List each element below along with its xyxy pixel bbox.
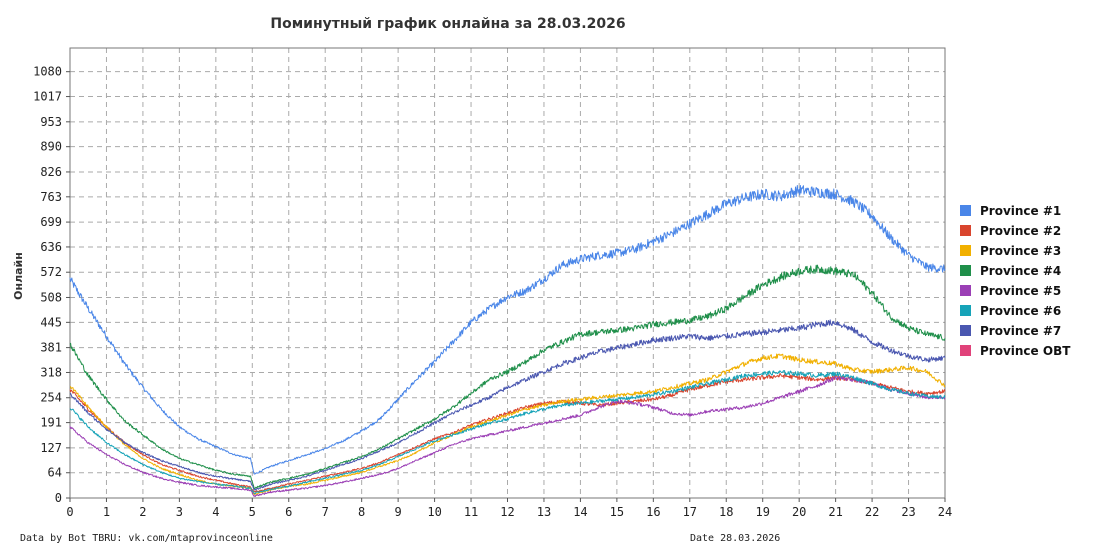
y-tick-label: 636 [40, 240, 62, 254]
x-tick-label: 13 [537, 505, 551, 519]
series-line-4 [69, 264, 946, 490]
legend-label: Province #3 [980, 244, 1061, 258]
y-tick-label: 318 [40, 365, 62, 379]
legend-swatch [960, 345, 971, 356]
x-tick-label: 14 [573, 505, 587, 519]
chart-title: Поминутный график онлайна за 28.03.2026 [270, 16, 625, 32]
x-tick-label: 24 [938, 505, 952, 519]
y-tick-label: 953 [40, 115, 62, 129]
y-tick-label: 699 [40, 215, 62, 229]
x-tick-label: 5 [249, 505, 256, 519]
x-tick-label: 3 [176, 505, 183, 519]
series-lines [69, 185, 946, 497]
x-tick-label: 2 [139, 505, 146, 519]
x-tick-label: 11 [464, 505, 478, 519]
x-tick-label: 23 [901, 505, 915, 519]
y-tick-label: 890 [40, 140, 62, 154]
legend-label: Province #1 [980, 204, 1061, 218]
series-line-5 [69, 375, 946, 497]
x-tick-label: 1 [103, 505, 110, 519]
y-tick-label: 64 [48, 466, 62, 480]
y-tick-label: 572 [40, 265, 62, 279]
series-line-6 [69, 370, 946, 495]
y-tick-label: 0 [55, 491, 62, 505]
y-axis-label: Онлайн [12, 252, 25, 300]
y-tick-label: 191 [40, 416, 62, 430]
y-tick-label: 763 [40, 190, 62, 204]
x-tick-label: 21 [828, 505, 842, 519]
legend-swatch [960, 245, 971, 256]
legend: Province #1 Province #2 Province #3 Provinc… [960, 204, 1071, 358]
legend-swatch [960, 265, 971, 276]
legend-label: Province OBT [980, 344, 1071, 358]
legend-swatch [960, 225, 971, 236]
x-tick-label: 15 [610, 505, 624, 519]
legend-label: Province #2 [980, 224, 1061, 238]
x-tick-label: 20 [792, 505, 806, 519]
legend-swatch [960, 305, 971, 316]
x-tick-label: 0 [66, 505, 73, 519]
x-tick-label: 19 [755, 505, 769, 519]
y-tick-label: 1080 [33, 65, 62, 79]
series-line-1 [69, 185, 946, 475]
x-tick-label: 9 [395, 505, 402, 519]
y-tick-label: 826 [40, 165, 62, 179]
legend-swatch [960, 285, 971, 296]
legend-label: Province #5 [980, 284, 1061, 298]
legend-label: Province #6 [980, 304, 1061, 318]
x-tick-label: 6 [285, 505, 292, 519]
y-tick-label: 445 [40, 315, 62, 329]
y-tick-label: 508 [40, 290, 62, 304]
x-tick-label: 17 [683, 505, 697, 519]
x-tick-label: 18 [719, 505, 733, 519]
footer-source: Data by Bot TBRU: vk.com/mtaprovinceonli… [20, 533, 273, 544]
y-tick-label: 381 [40, 341, 62, 355]
legend-swatch [960, 205, 971, 216]
y-tick-label: 254 [40, 391, 62, 405]
series-line-7 [69, 319, 946, 491]
x-tick-label: 22 [865, 505, 879, 519]
y-axis: 0 64 127 191 254 318 381 445 508 572 636 699 763 826 8… [33, 65, 70, 505]
legend-label: Province #7 [980, 324, 1061, 338]
x-tick-label: 12 [500, 505, 514, 519]
footer-date: Date 28.03.2026 [690, 533, 780, 544]
x-tick-label: 16 [646, 505, 660, 519]
x-tick-label: 10 [427, 505, 441, 519]
legend-label: Province #4 [980, 264, 1061, 278]
x-tick-label: 8 [358, 505, 365, 519]
legend-swatch [960, 325, 971, 336]
y-tick-label: 1017 [33, 90, 62, 104]
y-tick-label: 127 [40, 441, 62, 455]
x-tick-label: 4 [212, 505, 219, 519]
x-axis: 0 1 2 3 4 5 6 7 8 9 10 11 12 13 14 15 16 17 18 19 20 21 22 23 24 [66, 498, 952, 519]
x-tick-label: 7 [322, 505, 329, 519]
